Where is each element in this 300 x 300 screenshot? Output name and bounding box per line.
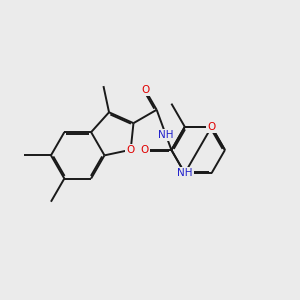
Text: O: O — [207, 122, 216, 132]
Text: NH: NH — [177, 168, 193, 178]
Text: O: O — [141, 85, 149, 95]
Text: NH: NH — [158, 130, 174, 140]
Text: O: O — [127, 145, 135, 155]
Text: O: O — [140, 145, 149, 155]
